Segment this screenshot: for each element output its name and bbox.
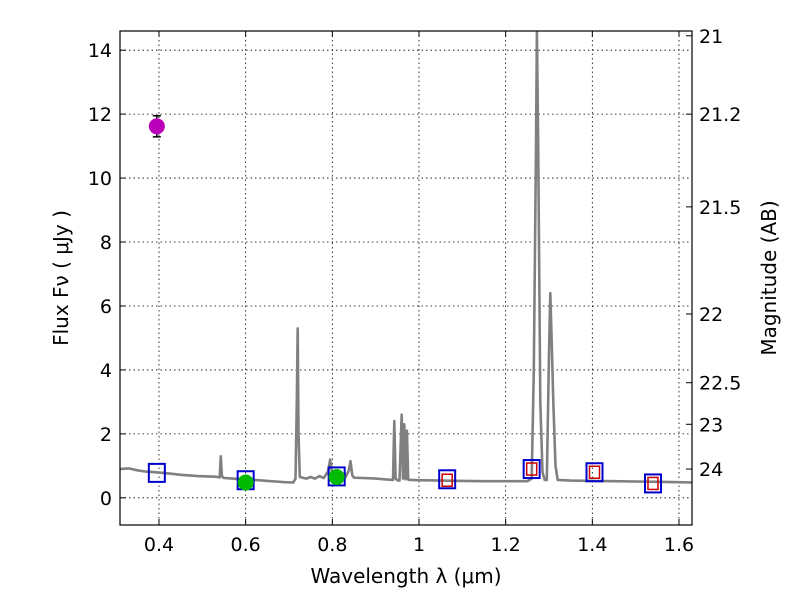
ground-photometry-point: [237, 474, 254, 491]
right-tick-label: 21.2: [699, 104, 741, 126]
grid: [120, 31, 692, 525]
y-axis-title: Flux Fν ( μJy ): [49, 210, 73, 346]
spectrum-line: [120, 31, 692, 484]
x-tick-label: 1.4: [577, 534, 607, 556]
hst-photometry-point: [588, 465, 601, 479]
outlier-point: [148, 118, 165, 135]
hst-photometry-point: [647, 476, 659, 491]
right-tick-label: 22: [699, 304, 723, 326]
model-photometry-point: [438, 469, 457, 490]
ground-photometry-point: [328, 469, 345, 486]
right-tick-label: 22.5: [699, 373, 741, 395]
right-tick-label: 24: [699, 459, 723, 481]
y-tick-label: 6: [100, 296, 112, 318]
x-tick-label: 1.2: [491, 534, 521, 556]
model-photometry-point: [147, 462, 166, 483]
x-tick-label: 1.6: [664, 534, 694, 556]
y-tick-label: 8: [100, 232, 112, 254]
hst-photometry-point: [525, 462, 538, 476]
right-tick-label: 23: [699, 414, 723, 436]
y-tick-label: 2: [100, 424, 112, 446]
hst-photometry-point: [441, 473, 453, 487]
model-photometry-point: [522, 459, 541, 480]
x-tick-label: 0.6: [231, 534, 261, 556]
model-photometry-point: [327, 466, 346, 487]
series-group: [120, 31, 692, 494]
right-tick-label: 21.5: [699, 197, 741, 219]
y-tick-label: 14: [88, 40, 112, 62]
model-photometry-point: [644, 473, 662, 494]
right-tick-label: 21: [699, 26, 723, 48]
axes-frame: [119, 30, 693, 526]
x-tick-label: 0.4: [144, 534, 174, 556]
x-tick-label: 0.8: [317, 534, 347, 556]
x-tick-label: 1: [413, 534, 425, 556]
y-tick-label: 12: [88, 104, 112, 126]
model-photometry-point: [585, 462, 604, 483]
y-tick-label: 4: [100, 360, 112, 382]
y-tick-label: 0: [100, 488, 112, 510]
x-axis-title: Wavelength λ (μm): [310, 564, 501, 588]
plot-area: [120, 31, 692, 494]
y-tick-label: 10: [88, 168, 112, 190]
y-axis-right-title: Magnitude (AB): [757, 200, 781, 355]
ticks: 0.4 0.6 0.8 1 1.2 1.4 1.6024681012142121.221.5…: [88, 26, 742, 556]
